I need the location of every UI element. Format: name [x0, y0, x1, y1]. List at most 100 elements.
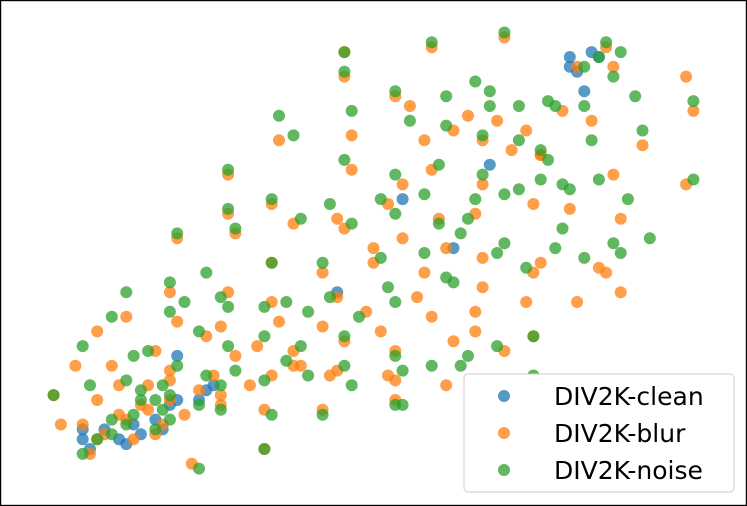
data-point [476, 251, 489, 264]
data-point [621, 193, 634, 206]
data-point [323, 369, 336, 382]
data-point [520, 261, 533, 274]
data-point [607, 60, 620, 73]
data-point [120, 310, 133, 323]
data-point [193, 325, 205, 338]
data-point [491, 340, 504, 353]
data-point [592, 261, 605, 274]
legend-label: DIV2K-blur [554, 419, 686, 448]
data-point [476, 129, 489, 142]
data-point [214, 379, 227, 392]
data-point [476, 281, 489, 294]
data-point [149, 394, 162, 406]
data-point [163, 305, 176, 318]
data-point [229, 349, 242, 362]
legend-marker [498, 390, 510, 402]
data-point [440, 271, 453, 284]
data-point [614, 46, 627, 59]
data-point [469, 305, 482, 318]
data-point [432, 217, 445, 230]
data-point [338, 153, 351, 166]
data-point [389, 85, 402, 98]
data-point [294, 340, 307, 353]
data-point [469, 75, 482, 88]
data-point [120, 374, 133, 387]
data-point [600, 36, 613, 49]
data-point [353, 310, 365, 323]
data-point [491, 114, 504, 127]
data-point [134, 384, 147, 397]
data-point [396, 178, 409, 191]
data-point [556, 222, 569, 235]
data-point [214, 403, 227, 416]
data-point [316, 408, 329, 421]
data-point [91, 325, 104, 338]
data-point [411, 291, 424, 304]
data-point [105, 359, 118, 372]
data-point [396, 232, 409, 245]
data-point [222, 340, 235, 353]
data-point [687, 173, 700, 186]
data-point [91, 394, 104, 406]
data-point [440, 379, 453, 392]
data-point [607, 237, 620, 250]
data-point [163, 413, 176, 426]
data-point [578, 251, 591, 264]
data-point [331, 212, 344, 225]
data-point [127, 349, 140, 362]
data-point [265, 193, 278, 206]
data-point [323, 198, 336, 210]
data-point [105, 428, 118, 441]
data-point [454, 359, 467, 372]
data-point [469, 325, 482, 338]
data-point [294, 359, 307, 372]
data-point [382, 369, 394, 382]
data-point [280, 296, 293, 308]
legend-label: DIV2K-noise [554, 456, 703, 485]
data-point [316, 320, 329, 333]
data-point [163, 276, 176, 289]
data-point [273, 134, 285, 147]
data-point [389, 296, 402, 308]
data-point [636, 124, 649, 137]
series-1 [47, 31, 700, 470]
data-point [171, 315, 184, 328]
data-point [549, 242, 562, 255]
data-point [396, 364, 409, 377]
data-point [462, 212, 474, 225]
data-point [178, 296, 191, 308]
data-point [418, 266, 431, 279]
data-point [687, 104, 700, 117]
data-point [345, 379, 358, 392]
data-point [258, 374, 271, 387]
data-point [200, 266, 213, 279]
data-point [345, 163, 358, 176]
data-point [76, 340, 89, 353]
data-point [200, 369, 213, 382]
data-point [127, 433, 140, 446]
data-point [534, 144, 547, 157]
data-point [229, 222, 242, 235]
data-point [491, 247, 504, 259]
data-point [273, 109, 285, 122]
data-point [374, 251, 387, 264]
data-point [542, 153, 554, 166]
data-point [382, 281, 394, 294]
data-point [76, 447, 89, 460]
data-point [403, 114, 416, 127]
data-point [440, 90, 453, 103]
data-point [222, 163, 235, 176]
data-point [134, 394, 147, 406]
data-point [512, 134, 525, 147]
data-point [454, 227, 467, 240]
data-point [251, 340, 264, 353]
data-point [425, 36, 438, 49]
data-point [418, 134, 431, 147]
data-point [614, 212, 627, 225]
data-point [585, 114, 598, 127]
data-point [323, 291, 336, 304]
data-point [542, 95, 554, 108]
data-point [425, 359, 438, 372]
data-point [389, 349, 402, 362]
